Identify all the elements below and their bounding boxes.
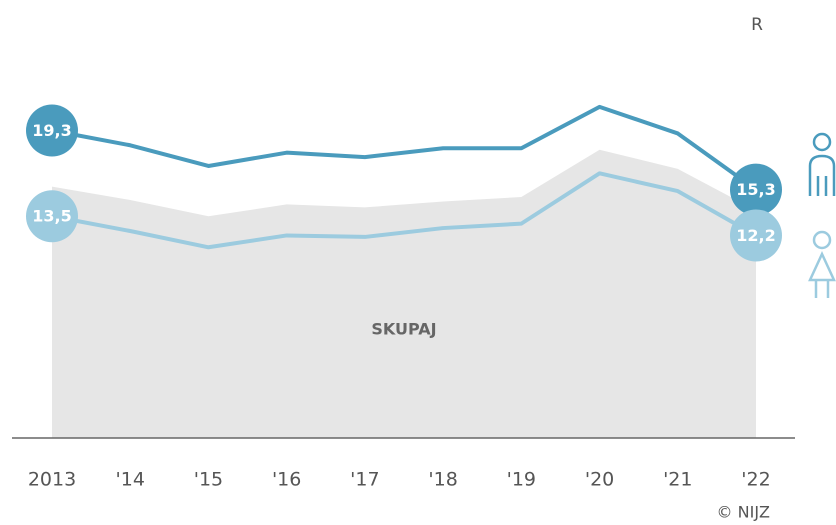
x-tick-label: '14 [116,469,145,491]
line [51,171,757,250]
x-tick-label: '18 [428,469,457,491]
x-tick-label: '16 [272,469,301,491]
source: © NIJZ [717,503,770,522]
end-marker [730,209,782,262]
corner-text: R [751,15,763,35]
female-icon [808,230,836,298]
value-label: 12,2 [736,226,775,245]
value-label: 15,3 [736,180,775,199]
x-tick-label: '22 [741,469,770,491]
area [52,149,756,439]
male-icon [808,132,836,196]
x-tick-label: '17 [350,469,379,491]
value-label: 13,5 [32,207,71,226]
end-marker [26,190,78,243]
value-label: 19,3 [32,121,71,140]
end-marker [26,104,78,157]
x-tick-label: '19 [507,469,536,491]
x-tick-label: 2013 [28,469,76,491]
x-tick-label: '20 [585,469,614,491]
x-tick-label: '21 [663,469,692,491]
x-tick-label: '15 [194,469,223,491]
end-marker [730,163,782,216]
line [51,104,758,192]
area-label: SKUPAJ [371,320,436,339]
